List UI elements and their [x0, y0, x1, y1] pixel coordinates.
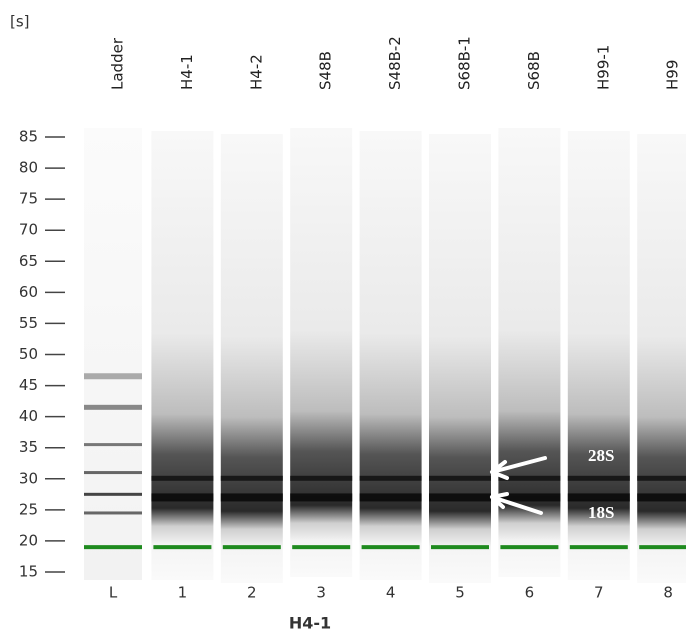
ladder-band [84, 404, 142, 410]
y-tick-label: 45 [19, 376, 38, 394]
y-tick-label: 25 [19, 500, 38, 518]
y-tick-label: 65 [19, 252, 38, 270]
band-18s [359, 493, 422, 502]
sample-lane [290, 128, 353, 577]
marker-band [292, 545, 351, 550]
y-tick-label: 20 [19, 531, 38, 549]
y-tick-label: 15 [19, 563, 38, 581]
lane-name: H4-2 [247, 54, 265, 90]
lane-number: 8 [663, 584, 673, 602]
band-28s [637, 475, 686, 481]
y-tick-label: 50 [19, 345, 38, 363]
band-18s [220, 493, 283, 502]
ladder-band [84, 492, 142, 496]
y-tick-label: 75 [19, 190, 38, 208]
lane-number: 6 [525, 584, 535, 602]
gel [84, 128, 686, 583]
marker-band [569, 545, 628, 550]
lane-number: 1 [178, 584, 188, 602]
arrows [490, 456, 547, 515]
label-28s: 28S [588, 446, 614, 465]
sample-lane [359, 131, 422, 580]
lane-name: H99 [664, 60, 682, 90]
y-tick-label: 85 [19, 128, 38, 146]
band-28s [151, 475, 214, 481]
lane-name: S48B-2 [386, 36, 404, 90]
band-28s [290, 475, 353, 481]
y-tick-label: 80 [19, 159, 38, 177]
lane-name: Ladder [109, 37, 127, 90]
y-tick-label: 35 [19, 438, 38, 456]
lane-name: H4-1 [178, 54, 196, 90]
lane-name: S68B [525, 51, 543, 90]
lane-number: 2 [247, 584, 257, 602]
ladder-band [84, 373, 142, 380]
band-28s [429, 475, 491, 481]
marker-band [431, 545, 489, 550]
lane-name: S68B-1 [456, 36, 474, 90]
lane-number: 7 [594, 584, 604, 602]
sample-lane [637, 134, 686, 583]
arrow-28s [490, 456, 547, 480]
label-18s: 18S [588, 503, 614, 522]
band-28s [567, 475, 630, 481]
band-18s [290, 493, 353, 502]
lane-number: L [109, 584, 118, 602]
band-18s [498, 493, 561, 502]
lane-number: 4 [386, 584, 396, 602]
lane-name: S48B [317, 51, 335, 90]
marker-band [639, 545, 686, 550]
marker-band [84, 545, 142, 550]
band-18s [151, 493, 214, 502]
sample-lane [567, 131, 630, 580]
ladder-band [84, 511, 142, 515]
lane-number: 3 [316, 584, 326, 602]
sample-lane [220, 134, 283, 583]
unit-label: [s] [10, 13, 30, 31]
band-18s [567, 493, 630, 502]
y-tick-label: 55 [19, 314, 38, 332]
sample-lane [429, 134, 491, 583]
y-tick-label: 40 [19, 407, 38, 425]
band-28s [220, 475, 283, 481]
band-28s [498, 475, 561, 481]
ladder-lane [84, 128, 142, 580]
lane-number: 5 [455, 584, 465, 602]
y-tick-label: 30 [19, 469, 38, 487]
lane-name: H99-1 [594, 45, 612, 90]
arrow-18s [490, 492, 543, 515]
marker-band [500, 545, 559, 550]
caption: H4-1 [289, 614, 331, 633]
marker-band [153, 545, 212, 550]
band-28s [359, 475, 422, 481]
y-tick-label: 60 [19, 283, 38, 301]
sample-lane [151, 131, 214, 580]
ladder-band [84, 443, 142, 447]
marker-band [361, 545, 420, 550]
marker-band [222, 545, 281, 550]
band-18s [429, 493, 491, 502]
band-18s [637, 493, 686, 502]
y-tick-label: 70 [19, 221, 38, 239]
ladder-band [84, 471, 142, 475]
